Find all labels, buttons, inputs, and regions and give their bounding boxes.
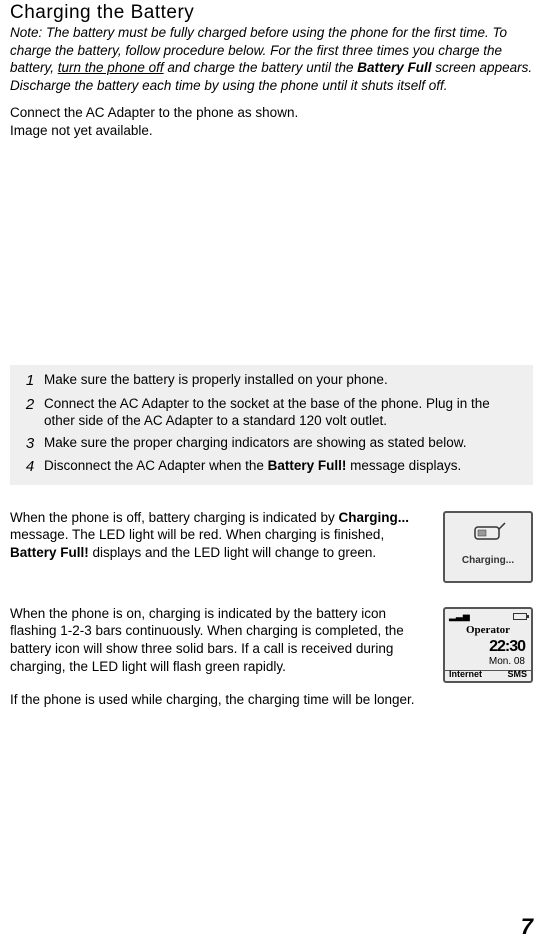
table-row: 3 Make sure the proper charging indicato… [16,432,527,456]
intro-line2: Image not yet available. [10,123,153,138]
step4-post: message displays. [346,458,461,473]
phone-on-block: When the phone is on, charging is indica… [10,605,533,683]
step-number: 2 [16,395,44,415]
intro-paragraph: Connect the AC Adapter to the phone as s… [10,104,533,139]
step4-bold: Battery Full! [268,458,347,473]
step-text: Make sure the proper charging indicators… [44,434,527,452]
step-number: 3 [16,434,44,454]
note-bold: Battery Full [357,60,431,75]
p1-bold1: Charging... [338,510,409,525]
p1-pre: When the phone is off, battery charging … [10,510,338,525]
steps-table: 1 Make sure the battery is properly inst… [10,365,533,485]
p1-post: displays and the LED light will change t… [89,545,376,560]
internet-label: Internet [449,669,482,681]
p1-mid: message. The LED light will be red. When… [10,527,384,542]
signal-icon: ▂▃▅ [449,611,470,623]
step4-pre: Disconnect the AC Adapter when the [44,458,268,473]
note-mid: and charge the battery until the [164,60,358,75]
table-row: 1 Make sure the battery is properly inst… [16,369,527,393]
page-title: Charging the Battery [10,0,533,24]
step-text: Disconnect the AC Adapter when the Batte… [44,457,527,475]
phone-on-text: When the phone is on, charging is indica… [10,605,427,675]
charging-label: Charging... [445,554,531,567]
table-row: 2 Connect the AC Adapter to the socket a… [16,393,527,432]
date-label: Mon. 08 [489,655,525,668]
step-text: Make sure the battery is properly instal… [44,371,527,389]
table-row: 4 Disconnect the AC Adapter when the Bat… [16,455,527,479]
intro-line1: Connect the AC Adapter to the phone as s… [10,105,298,120]
battery-icon [513,613,527,620]
sms-label: SMS [507,669,527,681]
final-paragraph: If the phone is used while charging, the… [10,691,533,709]
charging-screen-icon: Charging... [443,511,533,583]
step-text: Connect the AC Adapter to the socket at … [44,395,527,430]
step-number: 4 [16,457,44,477]
note-underline: turn the phone off [58,60,164,75]
operator-screen-icon: ▂▃▅ Operator 22:30 Mon. 08 Internet SMS [443,607,533,683]
p1-bold2: Battery Full! [10,545,89,560]
note-paragraph: Note: The battery must be fully charged … [10,24,533,94]
step-number: 1 [16,371,44,391]
phone-off-block: When the phone is off, battery charging … [10,509,533,583]
image-placeholder [10,139,533,359]
page-number: 7 [521,914,533,940]
phone-icon [469,521,509,549]
operator-label: Operator [445,623,531,637]
phone-off-text: When the phone is off, battery charging … [10,509,427,562]
